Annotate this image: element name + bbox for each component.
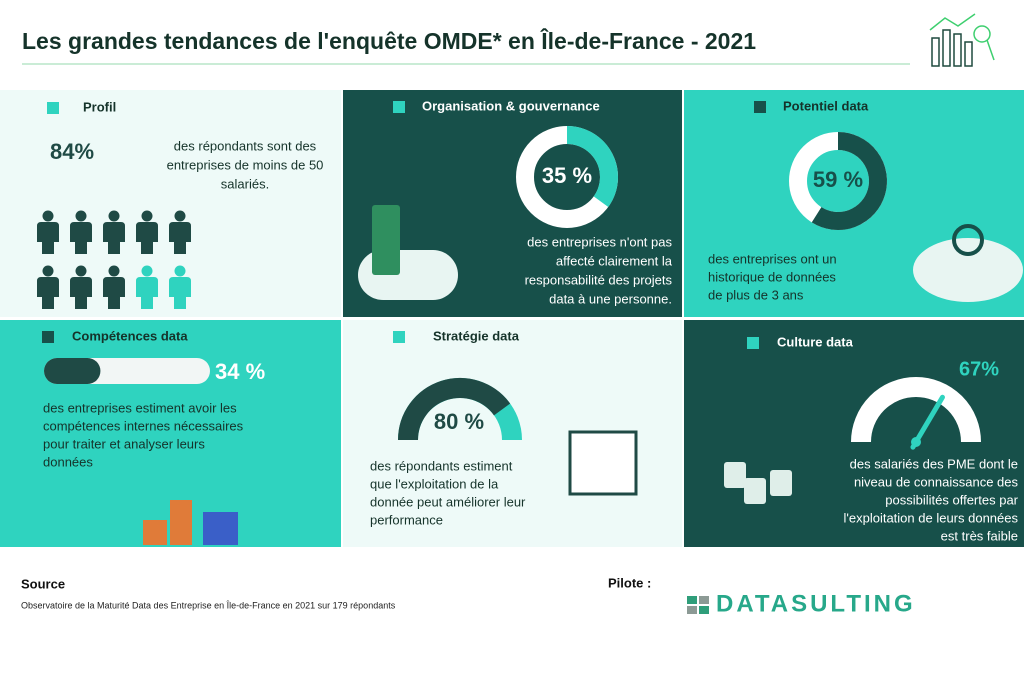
logo: DATASULTING [716, 590, 916, 617]
panel-title: Potentiel data [783, 98, 869, 113]
gauge-hub [911, 437, 921, 447]
logo-mark [687, 596, 709, 614]
page-title: Les grandes tendances de l'enquête OMDE*… [22, 27, 756, 54]
gauge-label: 80 % [434, 409, 484, 434]
person-head [141, 210, 153, 222]
stat-text: niveau de connaissance des [854, 474, 1019, 489]
person-body [169, 222, 191, 254]
illustration-block [170, 500, 192, 545]
panel-bullet [747, 337, 759, 349]
illustration-base [913, 238, 1023, 302]
stat-text: historique de données [708, 269, 836, 284]
progress-bar [44, 358, 101, 384]
person-body [70, 222, 92, 254]
person-head [75, 265, 87, 277]
illustration-card [724, 462, 746, 488]
stat-text: que l'exploitation de la [370, 476, 499, 491]
gauge-track [851, 377, 981, 443]
source-text: Observatoire de la Maturité Data des Ent… [21, 600, 396, 610]
person-body [37, 277, 59, 309]
illustration-card [770, 470, 792, 496]
person-body [37, 222, 59, 254]
illustration-block [203, 512, 238, 545]
illustration-card [744, 478, 766, 504]
panel-bullet [47, 102, 59, 114]
panel-bullet [42, 331, 54, 343]
stat-text: performance [370, 512, 443, 527]
stat-text: affecté clairement la [556, 253, 673, 268]
person-head [174, 265, 186, 277]
stat-text: responsabilité des projets [525, 272, 673, 287]
panel-title: Organisation & gouvernance [422, 98, 600, 113]
stat-text: compétences internes nécessaires [43, 418, 244, 433]
stat-text: l'exploitation de leurs données [844, 510, 1019, 525]
illustration-lens [952, 224, 984, 256]
person-body [103, 222, 125, 254]
donut-arc [566, 126, 618, 207]
stat-text: données [43, 454, 93, 469]
panel-bullet [393, 331, 405, 343]
person-head [42, 210, 54, 222]
stat-text: des entreprises ont un [708, 251, 837, 266]
donut-arc [811, 132, 887, 230]
stat-text: donnée peut améliorer leur [370, 494, 526, 509]
person-head [108, 210, 120, 222]
illustration-block [143, 520, 167, 545]
panels: Profil Organisation & gouvernance Potentie… [0, 90, 1024, 547]
illustration-screen [568, 430, 638, 496]
person-body [70, 277, 92, 309]
stat-text: data à une personne. [549, 291, 672, 306]
pilot-label: Pilote : [608, 575, 651, 590]
person-head [75, 210, 87, 222]
donut-label: 59 % [813, 167, 863, 192]
panel-bullet [393, 101, 405, 113]
person-head [174, 210, 186, 222]
panel-title: Stratégie data [433, 328, 520, 343]
donut-label: 35 % [542, 163, 592, 188]
stat-text: des entreprises n'ont pas [527, 234, 672, 249]
stat-text: des entreprises estiment avoir les [43, 400, 237, 415]
person-body [136, 222, 158, 254]
person-body [103, 277, 125, 309]
person-body [136, 277, 158, 309]
stat-text: salariés. [221, 176, 269, 191]
header-icon [929, 13, 995, 67]
person-head [141, 265, 153, 277]
panel-title: Culture data [777, 334, 854, 349]
stat-text: des répondants estiment [370, 458, 513, 473]
stat-text: pour traiter et analyser leurs [43, 436, 205, 451]
panel: Organisation & gouvernance [343, 90, 682, 317]
panel-title: Compétences data [72, 328, 188, 343]
progress-label: 34 % [215, 359, 265, 384]
stat-text: de plus de 3 ans [708, 287, 804, 302]
stat-text: des répondants sont des [174, 138, 317, 153]
person-head [108, 265, 120, 277]
source-title: Source [21, 576, 65, 591]
stat-text: entreprises de moins de 50 [167, 157, 324, 172]
panel-title: Profil [83, 99, 116, 114]
stat-value: 84% [50, 139, 94, 164]
stat-text: est très faible [941, 528, 1018, 543]
stat-text: possibilités offertes par [885, 492, 1018, 507]
panel-bullet [754, 101, 766, 113]
stat-text: des salariés des PME dont le [850, 456, 1018, 471]
illustration-phone [372, 205, 400, 275]
person-head [42, 265, 54, 277]
gauge-arc [398, 378, 511, 441]
gauge-label: 67% [959, 358, 999, 380]
person-body [169, 277, 191, 309]
